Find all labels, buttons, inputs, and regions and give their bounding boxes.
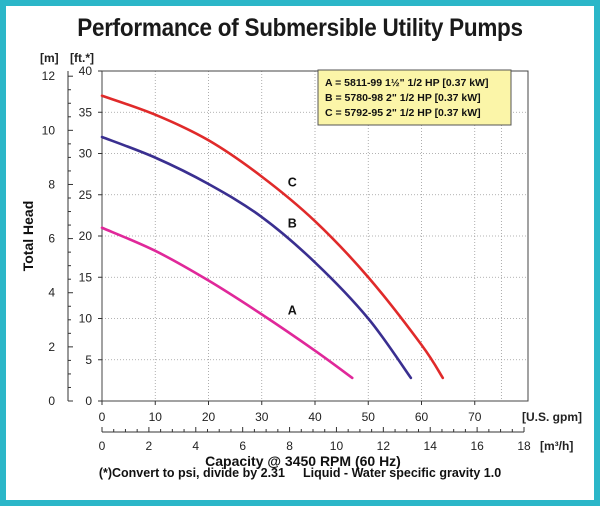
x-tick-label: 10 <box>149 410 163 424</box>
legend: A = 5811-99 1½" 1/2 HP [0.37 kW] B = 5780… <box>317 69 512 126</box>
footnote-liquid: Liquid - Water specific gravity 1.0 <box>302 466 502 480</box>
y2-tick-label: 10 <box>42 123 56 137</box>
y2-tick-label: 2 <box>48 340 55 354</box>
y-tick-label: 30 <box>79 147 93 161</box>
legend-box <box>317 69 512 126</box>
x2-tick-label: 14 <box>424 439 438 453</box>
y-tick-label: 0 <box>85 394 92 408</box>
chart-title: Performance of Submersible Utility Pumps <box>77 14 523 42</box>
x-tick-label: 40 <box>308 410 322 424</box>
y-units-label: [ft.*] <box>70 51 94 65</box>
x2-tick-label: 8 <box>286 439 293 453</box>
x-tick-label: 60 <box>415 410 429 424</box>
x-units-label: [U.S. gpm] <box>522 410 582 424</box>
y-axis-title: Total Head <box>20 201 36 272</box>
y-tick-label: 10 <box>79 312 93 326</box>
y2-tick-label: 8 <box>48 177 55 191</box>
curve-label-b: B <box>288 217 297 231</box>
x-tick-label: 20 <box>202 410 216 424</box>
y2-tick-label: 4 <box>48 286 55 300</box>
y2-tick-label: 12 <box>42 69 56 83</box>
y-tick-label: 20 <box>79 229 93 243</box>
curve-label-a: A <box>288 303 297 317</box>
x-axis-title: Capacity @ 3450 RPM (60 Hz) <box>205 453 401 469</box>
x2-tick-label: 2 <box>146 439 153 453</box>
x-tick-label: 30 <box>255 410 269 424</box>
x2-tick-label: 16 <box>470 439 484 453</box>
x-tick-label: 50 <box>362 410 376 424</box>
x2-tick-label: 0 <box>99 439 106 453</box>
legend-entry: A = 5811-99 1½" 1/2 HP [0.37 kW] <box>325 77 488 89</box>
curve-label-c: C <box>288 175 297 189</box>
y-tick-label: 35 <box>79 105 93 119</box>
x2-tick-label: 12 <box>377 439 391 453</box>
y-tick-label: 15 <box>79 270 93 284</box>
legend-entry: B = 5780-98 2" 1/2 HP [0.37 kW] <box>325 92 481 104</box>
y-tick-label: 40 <box>79 64 93 78</box>
x-tick-label: 0 <box>99 410 106 424</box>
y2-units-label: [m] <box>40 51 59 65</box>
legend-entry: C = 5792-95 2" 1/2 HP [0.37 kW] <box>325 107 481 119</box>
y2-tick-label: 6 <box>48 232 55 246</box>
series-line-b <box>100 135 413 380</box>
x-tick-label: 70 <box>468 410 482 424</box>
footnote: (*)Convert to psi, divide by 2.31 Liquid … <box>0 466 600 480</box>
x2-units-label: [m³/h] <box>540 439 573 453</box>
x2-tick-label: 6 <box>239 439 246 453</box>
x2-tick-label: 10 <box>330 439 344 453</box>
x2-tick-label: 18 <box>517 439 531 453</box>
series-line-a <box>100 226 354 380</box>
y2-tick-label: 0 <box>48 394 55 408</box>
series-line-c <box>100 94 445 380</box>
footnote-conversion: (*)Convert to psi, divide by 2.31 <box>98 466 285 480</box>
y-tick-label: 5 <box>85 353 92 367</box>
x2-tick-label: 4 <box>192 439 199 453</box>
y-tick-label: 25 <box>79 188 93 202</box>
